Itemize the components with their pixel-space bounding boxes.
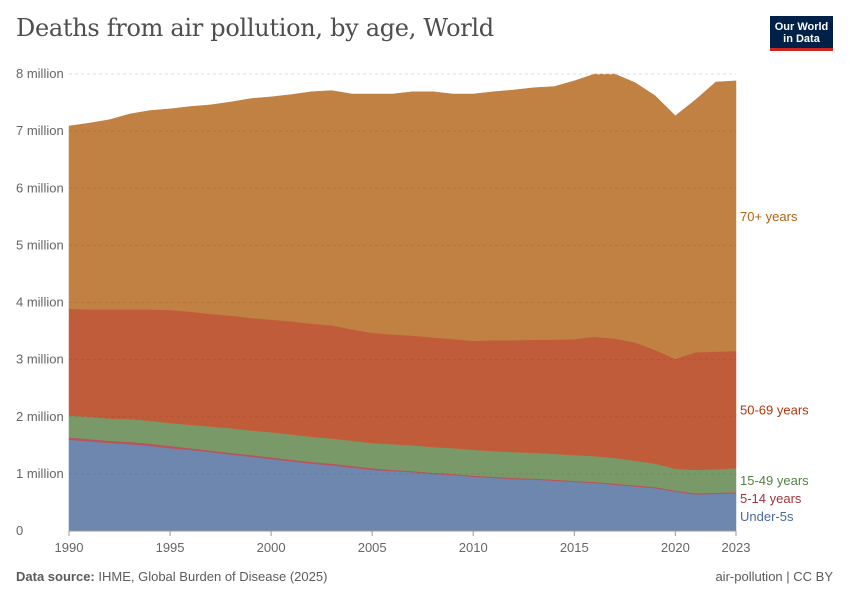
y-tick-label: 8 million bbox=[16, 66, 64, 81]
logo-line-2: in Data bbox=[783, 33, 820, 45]
y-tick-label: 2 million bbox=[16, 409, 64, 424]
y-tick-label: 4 million bbox=[16, 295, 64, 310]
y-tick-label: 7 million bbox=[16, 123, 64, 138]
source-text[interactable]: IHME, Global Burden of Disease (2025) bbox=[98, 569, 328, 584]
x-tick-label: 2000 bbox=[257, 540, 286, 555]
y-tick-label: 1 million bbox=[16, 466, 64, 481]
owid-logo[interactable]: Our World in Data bbox=[770, 16, 833, 51]
series-label[interactable]: Under-5s bbox=[740, 509, 794, 524]
area-70-years[interactable] bbox=[68, 73, 737, 360]
series-label[interactable]: 50-69 years bbox=[740, 403, 809, 418]
x-tick-label: 1995 bbox=[156, 540, 185, 555]
series-labels: Under-5s 5-14 years 15-49 years 50-69 years… bbox=[740, 209, 809, 524]
series-label[interactable]: 15-49 years bbox=[740, 473, 809, 488]
x-tick-label: 2015 bbox=[560, 540, 589, 555]
data-source: Data source: IHME, Global Burden of Dise… bbox=[16, 569, 327, 584]
license[interactable]: air-pollution | CC BY bbox=[715, 569, 833, 584]
x-tick-label: 2010 bbox=[459, 540, 488, 555]
x-tick-label: 2020 bbox=[661, 540, 690, 555]
y-tick-label: 5 million bbox=[16, 237, 64, 252]
chart-title: Deaths from air pollution, by age, World bbox=[16, 14, 494, 42]
source-label: Data source: bbox=[16, 569, 95, 584]
y-axis: 0 1 million 2 million 3 million 4 million 5 m… bbox=[16, 66, 64, 538]
y-tick-label: 6 million bbox=[16, 180, 64, 195]
series-label[interactable]: 70+ years bbox=[740, 209, 798, 224]
series-label[interactable]: 5-14 years bbox=[740, 491, 802, 506]
x-tick-label: 1990 bbox=[55, 540, 84, 555]
x-axis: 1990 1995 2000 2005 2010 2015 2020 2023 bbox=[55, 530, 751, 555]
y-tick-label: 0 bbox=[16, 523, 23, 538]
logo-line-1: Our World bbox=[774, 21, 829, 33]
x-tick-label: 2005 bbox=[358, 540, 387, 555]
y-tick-label: 3 million bbox=[16, 352, 64, 367]
x-tick-label: 2023 bbox=[722, 540, 751, 555]
areas bbox=[68, 73, 737, 532]
